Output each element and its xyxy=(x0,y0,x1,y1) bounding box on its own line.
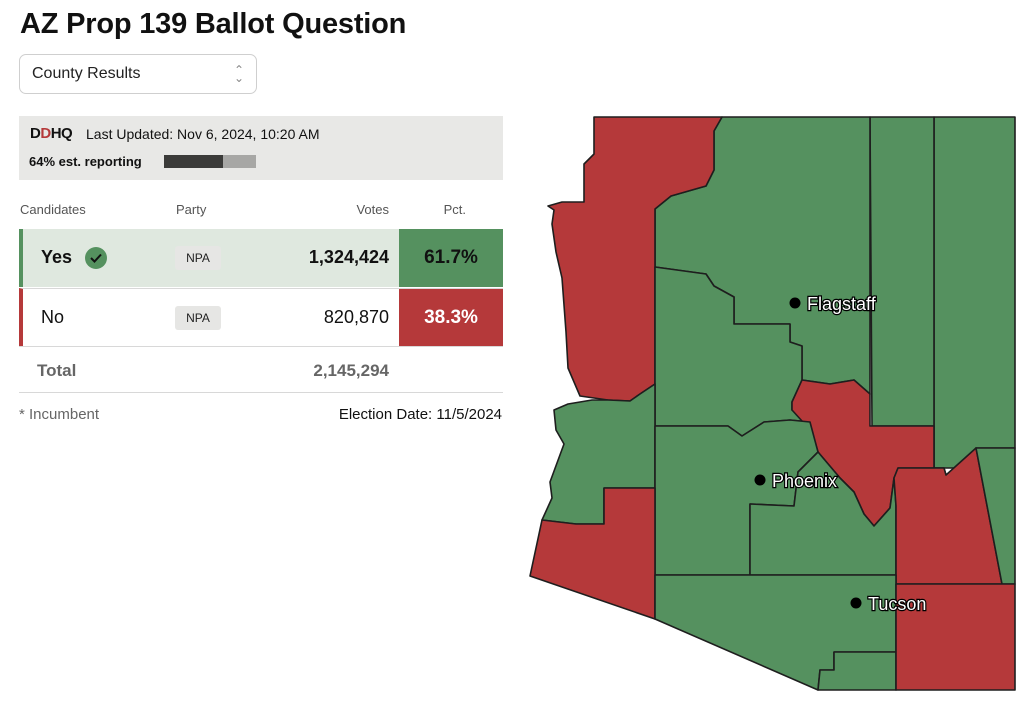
city-marker-icon xyxy=(789,297,801,309)
reporting-progress-bar xyxy=(164,155,256,168)
table-header: Candidates Party Votes Pct. xyxy=(19,202,503,220)
party-badge: NPA xyxy=(175,306,221,330)
county-map: Flagstaff Phoenix Tucson xyxy=(529,116,1016,691)
county-mohave[interactable] xyxy=(547,116,723,402)
city-marker-icon xyxy=(754,474,766,486)
select-value: County Results xyxy=(32,65,141,82)
total-votes: 2,145,294 xyxy=(313,361,389,380)
chevron-up-down-icon: ⌃ ⌄ xyxy=(233,63,244,85)
ddhq-logo: DDHQ xyxy=(30,125,73,142)
city-phoenix: Phoenix xyxy=(754,470,838,492)
candidate-name: No xyxy=(41,307,65,327)
city-label: Phoenix xyxy=(772,471,837,491)
total-row: Total 2,145,294 xyxy=(19,346,503,393)
header-candidates: Candidates xyxy=(20,202,86,217)
results-type-select[interactable]: County Results ⌃ ⌄ xyxy=(19,54,257,94)
status-panel: DDHQ Last Updated: Nov 6, 2024, 10:20 AM… xyxy=(19,116,503,180)
city-label: Flagstaff xyxy=(807,294,877,314)
winner-check-icon xyxy=(85,247,107,269)
county-navajo[interactable] xyxy=(869,116,947,478)
county-cochise[interactable] xyxy=(895,583,1016,691)
incumbent-note: * Incumbent xyxy=(19,406,100,423)
header-votes: Votes xyxy=(356,202,389,217)
vote-count: 820,870 xyxy=(323,307,389,327)
vote-percent: 38.3% xyxy=(399,289,503,347)
county-apache[interactable] xyxy=(933,116,1016,469)
header-party: Party xyxy=(176,202,207,217)
vote-percent: 61.7% xyxy=(399,229,503,287)
candidate-name: Yes xyxy=(41,247,73,267)
total-label: Total xyxy=(37,361,77,380)
page-title: AZ Prop 139 Ballot Question xyxy=(20,8,407,40)
table-row-yes: Yes NPA 1,324,424 61.7% xyxy=(19,229,503,287)
vote-count: 1,324,424 xyxy=(308,247,389,267)
election-date: Election Date: 11/5/2024 xyxy=(338,406,502,423)
header-pct: Pct. xyxy=(443,202,466,217)
city-tucson: Tucson xyxy=(850,593,928,615)
reporting-progress-fill xyxy=(164,155,223,168)
reporting-label: 64% est. reporting xyxy=(29,154,142,169)
party-badge: NPA xyxy=(175,246,221,270)
last-updated-text: Last Updated: Nov 6, 2024, 10:20 AM xyxy=(86,126,320,142)
city-marker-icon xyxy=(850,597,862,609)
city-flagstaff: Flagstaff xyxy=(789,293,878,315)
table-row-no: No NPA 820,870 38.3% xyxy=(19,288,503,347)
county-yuma[interactable] xyxy=(529,487,656,620)
city-label: Tucson xyxy=(868,594,926,614)
